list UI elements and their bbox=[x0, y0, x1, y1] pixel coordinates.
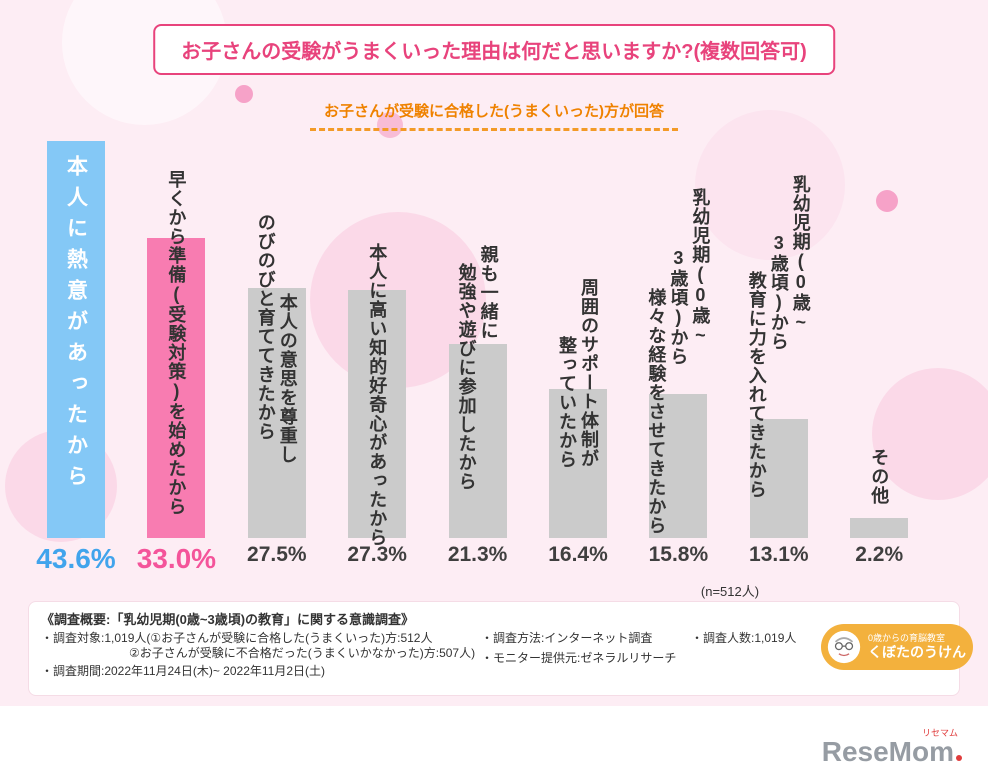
kubota-badge-tagline: 0歳からの育脳教室 bbox=[868, 633, 946, 644]
decor-circle bbox=[377, 112, 403, 138]
decor-circle bbox=[876, 190, 898, 212]
pink-background bbox=[0, 0, 988, 706]
sample-size-label: (n=512人) bbox=[700, 584, 760, 599]
decor-circle bbox=[872, 368, 988, 500]
page-title: お子さんの受験がうまくいった理由は何だと思いますか?(複数回答可) bbox=[153, 24, 835, 75]
bar-value: 15.8% bbox=[648, 543, 709, 566]
bar bbox=[147, 238, 206, 538]
resemom-wordmark: ReseMom bbox=[821, 736, 954, 767]
resemom-logo: リセマム ReseMom bbox=[822, 726, 962, 766]
bar-value: 27.5% bbox=[247, 543, 307, 566]
bar-label: 乳幼児期(0歳~ 3歳頃)から 様々な経験をさせてきたから bbox=[646, 188, 711, 535]
bar-label: 乳幼児期(0歳~ 3歳頃)から 教育に力を入れてきたから bbox=[746, 175, 811, 499]
bar-value: 13.1% bbox=[749, 543, 809, 566]
resemom-dot-icon bbox=[956, 755, 962, 761]
survey-target-line2: ②お子さんが受験に不合格だった(うまくいかなかった)方:507人) bbox=[129, 646, 476, 660]
bar bbox=[549, 389, 607, 538]
bar-value: 27.3% bbox=[347, 543, 407, 566]
bar-label: その他 bbox=[869, 448, 890, 505]
bar-value: 21.3% bbox=[447, 543, 508, 566]
chart-subtitle: お子さんが受験に合格した(うまくいった)方が回答 bbox=[310, 100, 678, 131]
bar-value: 33.0% bbox=[136, 543, 217, 574]
survey-target-line1: ・調査対象:1,019人(①お子さんが受験に合格した(うまくいった)方:512人 bbox=[41, 631, 433, 645]
bar bbox=[749, 419, 808, 538]
bar-chart: 本人に熱意があったから 43.6% 早くから準備(受験対策)を始めたから 33.0% 本… bbox=[36, 141, 909, 574]
bar-label: 本人に高い知的好奇心があったから bbox=[367, 243, 388, 547]
bar-label: 本人に熱意があったから bbox=[64, 155, 88, 496]
bar bbox=[348, 290, 407, 538]
bar-label: 早くから準備(受験対策)を始めたから bbox=[166, 170, 187, 516]
survey-count: ・調査人数:1,019人 bbox=[691, 631, 797, 645]
decor-circle bbox=[235, 85, 253, 103]
bar-label: 周囲のサポート体制が 整っていたから bbox=[557, 278, 599, 469]
survey-summary-box: 《調査概要:「乳幼児期(0歳~3歳頃)の教育」に関する意識調査》 ・調査対象:1… bbox=[28, 601, 973, 696]
bar-value: 16.4% bbox=[548, 543, 608, 566]
kubota-badge-name: くぼたのうけん bbox=[868, 644, 966, 660]
kubota-face-icon bbox=[827, 630, 861, 664]
bar bbox=[850, 518, 909, 538]
bar bbox=[47, 141, 105, 538]
survey-period: ・調査期間:2022年11月24日(木)~ 2022年11月2日(土) bbox=[41, 664, 325, 678]
kubota-badge-text: 0歳からの育脳教室 くぼたのうけん bbox=[868, 633, 966, 661]
survey-method: ・調査方法:インターネット調査 bbox=[481, 631, 653, 645]
bar bbox=[247, 288, 306, 538]
bar-value: 43.6% bbox=[36, 543, 116, 574]
resemom-kana: リセマム bbox=[921, 728, 958, 738]
bar bbox=[448, 344, 507, 538]
bar-label: 本人の意思を尊重し のびのびと育ててきたから bbox=[255, 213, 298, 464]
bar-label: 親も一緒に 勉強や遊びに参加したから bbox=[456, 245, 499, 491]
bar bbox=[649, 394, 708, 538]
decor-circle bbox=[695, 110, 845, 260]
survey-monitor: ・モニター提供元:ゼネラルリサーチ bbox=[481, 651, 677, 665]
subtitle-wrap: お子さんが受験に合格した(うまくいった)方が回答 bbox=[0, 100, 988, 131]
kubota-badge: 0歳からの育脳教室 くぼたのうけん bbox=[821, 624, 973, 670]
survey-overview: 《調査概要:「乳幼児期(0歳~3歳頃)の教育」に関する意識調査》 bbox=[41, 612, 415, 627]
bar-value: 2.2% bbox=[855, 543, 904, 566]
